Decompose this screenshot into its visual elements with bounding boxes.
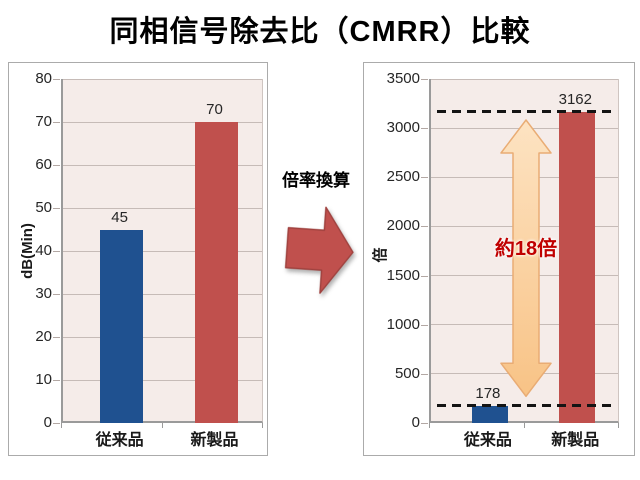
gridline <box>63 164 262 166</box>
y-tick-mark <box>421 177 428 179</box>
y-tick-label: 10 <box>35 371 52 388</box>
y-tick-label: 0 <box>411 414 420 431</box>
y-tick-label: 70 <box>35 113 52 130</box>
y-tick-mark <box>421 275 428 277</box>
y-tick-mark <box>53 380 60 381</box>
left-plot-area <box>61 78 263 423</box>
y-tick-label: 20 <box>35 328 52 345</box>
dashed-reference-line <box>437 110 615 114</box>
gridline <box>63 121 262 123</box>
x-tick-mark <box>429 423 430 428</box>
y-tick-mark <box>53 423 60 424</box>
y-tick-label: 500 <box>394 364 420 382</box>
y-tick-mark <box>421 226 428 228</box>
bar-conventional <box>100 229 144 423</box>
y-tick-label: 50 <box>35 199 52 216</box>
x-tick-mark <box>524 423 525 428</box>
gridline <box>431 78 618 80</box>
x-category-label: 従来品 <box>95 432 144 449</box>
bar-conventional <box>471 405 508 423</box>
bar-value-label: 178 <box>475 384 501 402</box>
y-tick-label: 0 <box>43 414 52 431</box>
y-tick-mark <box>421 128 428 130</box>
y-tick-mark <box>421 79 428 80</box>
x-tick-mark <box>61 423 62 428</box>
conversion-label: 倍率換算 <box>282 171 350 190</box>
gridline <box>63 379 262 381</box>
y-tick-mark <box>53 122 60 123</box>
x-tick-mark <box>262 423 263 428</box>
y-tick-mark <box>421 423 428 424</box>
ratio-arrow-icon <box>500 119 552 398</box>
y-tick-label: 2000 <box>386 217 420 235</box>
gridline <box>63 336 262 338</box>
y-tick-label: 40 <box>35 242 52 259</box>
x-category-label: 新製品 <box>190 432 239 449</box>
y-tick-mark <box>53 79 60 80</box>
gridline <box>63 78 262 80</box>
page-title: 同相信号除去比（CMRR）比較 <box>109 16 531 48</box>
y-tick-label: 1000 <box>386 315 420 333</box>
y-tick-label: 3000 <box>386 119 420 137</box>
y-tick-mark <box>421 324 428 326</box>
y-tick-label: 2500 <box>386 168 420 186</box>
y-tick-mark <box>53 294 60 295</box>
bar-new-product <box>559 112 596 423</box>
y-tick-mark <box>421 373 428 375</box>
right-plot-area: 約18倍 <box>429 78 619 423</box>
y-tick-mark <box>53 165 60 166</box>
y-tick-mark <box>53 208 60 209</box>
y-tick-label: 1500 <box>386 266 420 284</box>
bar-value-label: 70 <box>206 101 223 118</box>
y-tick-label: 3500 <box>386 70 420 87</box>
bar-value-label: 3162 <box>558 91 592 109</box>
bar-new-product <box>195 122 239 423</box>
x-tick-mark <box>162 423 163 428</box>
gridline <box>63 250 262 252</box>
conversion-arrow-icon <box>282 195 357 305</box>
x-tick-mark <box>618 423 619 428</box>
gridline <box>63 207 262 209</box>
right-chart-panel: 倍 約18倍 0 500 1000 1500 2000 2500 3000 3500 178 従来… <box>363 62 635 456</box>
bar-value-label: 45 <box>111 208 128 226</box>
y-tick-mark <box>53 337 60 338</box>
y-tick-label: 60 <box>35 156 52 173</box>
left-chart-panel: dB(Min) 0 10 20 30 40 50 60 70 80 45 従来品 70 新製品 <box>8 62 268 456</box>
y-tick-label: 80 <box>35 70 52 87</box>
y-tick-mark <box>53 251 60 252</box>
x-category-label: 新製品 <box>551 432 600 449</box>
x-category-label: 従来品 <box>463 432 512 449</box>
gridline <box>63 293 262 295</box>
ratio-label: 約18倍 <box>494 238 558 260</box>
dashed-reference-line <box>437 403 615 407</box>
y-tick-label: 30 <box>35 285 52 302</box>
